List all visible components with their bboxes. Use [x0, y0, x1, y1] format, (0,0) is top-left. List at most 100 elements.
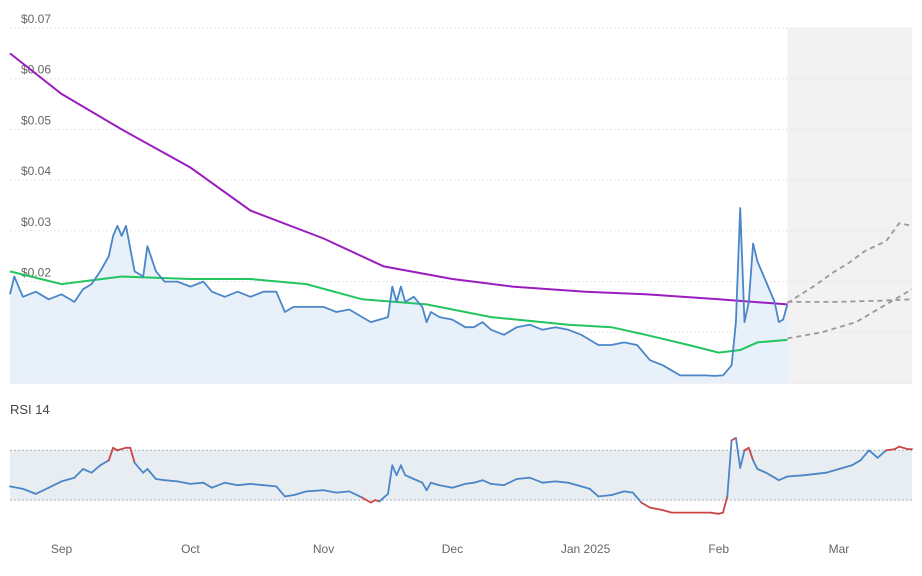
rsi-line-segment: [133, 461, 145, 474]
rsi-band: [10, 450, 912, 501]
rsi-line-segment: [34, 486, 50, 495]
rsi-line-segment: [752, 459, 759, 470]
rsi-line-segment: [649, 506, 664, 512]
rsi-line-segment: [803, 471, 827, 477]
rsi-line-segment: [528, 476, 544, 484]
rsi-line-segment: [662, 509, 673, 514]
rsi-line-segment: [275, 485, 286, 498]
rsi-line-segment: [739, 449, 746, 469]
rsi-line-segment: [451, 482, 467, 489]
rsi-line-segment: [868, 449, 879, 459]
rsi-line-segment: [236, 482, 252, 487]
rsi-line-segment: [176, 480, 192, 485]
rsi-line-segment: [421, 481, 428, 492]
rsi-line-segment: [464, 481, 475, 485]
rsi-line-segment: [541, 480, 557, 484]
rsi-title: RSI 14: [10, 402, 50, 417]
rsi-line-segment: [47, 480, 63, 489]
rsi-line-segment: [305, 489, 325, 493]
rsi-line-segment: [129, 446, 136, 464]
rsi-line-segment: [189, 481, 205, 485]
rsi-line-segment: [90, 464, 102, 474]
rsi-line-segment: [631, 491, 643, 504]
rsi-line-segment: [142, 468, 149, 474]
rsi-line-segment: [391, 464, 398, 477]
rsi-line-segment: [335, 490, 351, 494]
y-tick-label: $0.04: [21, 164, 51, 178]
rsi-line-segment: [597, 494, 613, 498]
short-moving-average-line: [9, 270, 788, 354]
rsi-line-segment: [163, 479, 179, 483]
x-tick-label: Mar: [829, 542, 850, 556]
rsi-line-segment: [838, 464, 853, 470]
rsi-line-segment: [322, 489, 338, 494]
rsi-line-segment: [395, 464, 402, 477]
rsi-line-segment: [503, 478, 518, 487]
rsi-line-segment: [155, 478, 166, 482]
x-tick-label: Oct: [181, 542, 200, 556]
rsi-line-segment: [777, 475, 789, 482]
rsi-line-segment: [825, 468, 840, 474]
rsi-line-segment: [472, 479, 484, 484]
rsi-line-segment: [21, 487, 37, 495]
x-tick-label: Dec: [442, 542, 463, 556]
rsi-line-segment: [747, 446, 754, 462]
rsi-line-segment: [73, 468, 84, 479]
rsi-line-segment: [361, 496, 372, 504]
rsi-line-segment: [378, 492, 389, 503]
rsi-line-segment: [146, 468, 157, 480]
rsi-line-segment: [60, 476, 76, 483]
forecast-line: [786, 222, 913, 304]
y-tick-label: $0.03: [21, 215, 51, 229]
rsi-line-segment: [589, 487, 600, 498]
rsi-line-segment: [580, 485, 591, 490]
rsi-line-segment: [99, 459, 110, 467]
rsi-line-segment: [249, 482, 265, 487]
rsi-line-segment: [640, 501, 651, 509]
rsi-line-segment: [202, 481, 213, 489]
rsi-line-segment: [387, 464, 394, 495]
rsi-line-segment: [898, 445, 909, 451]
rsi-line-segment: [82, 468, 93, 474]
rsi-line-segment: [554, 480, 570, 484]
rsi-line-segment: [765, 471, 776, 479]
x-tick-label: Jan 2025: [561, 542, 611, 556]
x-tick-label: Nov: [313, 542, 334, 556]
rsi-line-segment: [429, 481, 441, 487]
rsi-line-segment: [567, 481, 583, 488]
rsi-line-segment: [786, 474, 806, 478]
forecast-region: [787, 28, 912, 383]
rsi-line-segment: [876, 449, 888, 459]
rsi-line-segment: [859, 449, 870, 462]
rsi-line-segment: [481, 479, 493, 485]
rsi-line-segment: [709, 511, 720, 515]
rsi-line-segment: [348, 490, 364, 499]
rsi-line-segment: [210, 481, 226, 489]
rsi-line-segment: [292, 490, 308, 497]
long-moving-average-line: [9, 52, 788, 306]
rsi-line-segment: [610, 490, 626, 497]
rsi-line-segment: [107, 446, 114, 462]
rsi-line-segment: [851, 459, 862, 467]
rsi-line-segment: [515, 476, 531, 480]
rsi-line-segment: [262, 484, 278, 488]
y-tick-label: $0.07: [21, 12, 51, 26]
rsi-line-segment: [726, 439, 733, 498]
price-line: [9, 207, 789, 377]
rsi-line-segment: [885, 448, 896, 452]
x-tick-label: Feb: [708, 542, 729, 556]
rsi-line-segment: [9, 485, 24, 490]
rsi-line-segment: [399, 464, 407, 477]
x-tick-label: Sep: [51, 542, 73, 556]
rsi-line-segment: [438, 484, 454, 489]
rsi-line-segment: [722, 495, 729, 514]
rsi-line-segment: [735, 436, 742, 469]
rsi-line-segment: [283, 494, 295, 498]
rsi-line-segment: [223, 481, 239, 487]
rsi-line-segment: [412, 478, 424, 484]
rsi-line-segment: [425, 481, 432, 492]
rsi-line-segment: [404, 474, 415, 480]
rsi-line-segment: [623, 490, 634, 494]
